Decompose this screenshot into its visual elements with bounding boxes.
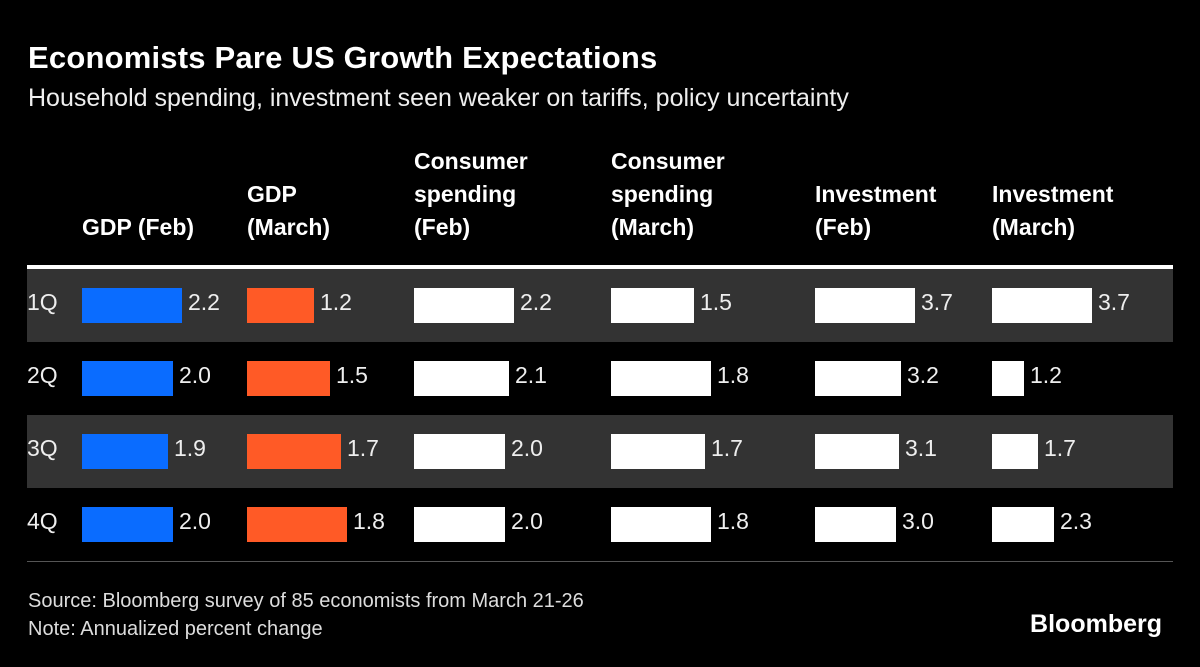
column-header-line: (March) <box>247 214 331 240</box>
data-label: 1.7 <box>1044 435 1076 461</box>
data-label: 3.2 <box>907 362 939 388</box>
row-label: 2Q <box>27 362 58 388</box>
footer-divider <box>27 561 1173 562</box>
bar <box>815 288 915 323</box>
column-header-line: (Feb) <box>414 214 471 240</box>
data-label: 1.5 <box>700 289 732 315</box>
bar <box>414 361 509 396</box>
column-header-line: (March) <box>611 214 695 240</box>
bar <box>414 434 505 469</box>
column-header: Investment (March) <box>992 0 1162 244</box>
column-header-line: GDP (Feb) <box>82 214 195 240</box>
data-label: 3.1 <box>905 435 937 461</box>
row-label: 4Q <box>27 508 58 534</box>
bar <box>992 288 1092 323</box>
bar <box>82 288 182 323</box>
table-row: 2Q 2.0 1.5 2.1 1.8 3.2 1.2 <box>27 342 1173 415</box>
data-label: 2.0 <box>179 508 211 534</box>
column-header-line: Consumer <box>611 148 725 174</box>
bar <box>611 507 711 542</box>
table-row: 1Q 2.2 1.2 2.2 1.5 3.7 3.7 <box>27 269 1173 342</box>
data-label: 2.1 <box>515 362 547 388</box>
column-header-line: spending <box>611 181 714 207</box>
chart-title: Economists Pare US Growth Expectations <box>28 40 658 75</box>
table-row: 4Q 2.0 1.8 2.0 1.8 3.0 2.3 <box>27 488 1173 561</box>
bar <box>414 507 505 542</box>
data-label: 1.2 <box>320 289 352 315</box>
bar <box>815 507 896 542</box>
column-header-line: spending <box>414 181 517 207</box>
column-header-line: GDP <box>247 181 297 207</box>
bar <box>247 434 341 469</box>
data-label: 1.5 <box>336 362 368 388</box>
chart-subtitle: Household spending, investment seen weak… <box>28 84 849 112</box>
bar <box>82 434 168 469</box>
data-label: 1.8 <box>717 508 749 534</box>
header-divider <box>27 265 1173 269</box>
bar <box>992 361 1024 396</box>
source-note: Source: Bloomberg survey of 85 economist… <box>28 590 584 612</box>
bar <box>992 434 1038 469</box>
row-label: 1Q <box>27 289 58 315</box>
data-label: 1.2 <box>1030 362 1062 388</box>
bar <box>992 507 1054 542</box>
bar <box>414 288 514 323</box>
bar <box>247 361 330 396</box>
data-label: 3.0 <box>902 508 934 534</box>
data-label: 1.8 <box>717 362 749 388</box>
data-label: 1.9 <box>174 435 206 461</box>
note: Note: Annualized percent change <box>28 618 323 640</box>
data-label: 2.0 <box>511 435 543 461</box>
column-header-line: Investment <box>992 181 1114 207</box>
bar <box>815 434 899 469</box>
column-header-line: (Feb) <box>815 214 872 240</box>
data-label: 3.7 <box>1098 289 1130 315</box>
bar <box>611 434 705 469</box>
column-header: Consumer spending (Feb) <box>414 0 584 244</box>
data-label: 1.8 <box>353 508 385 534</box>
column-header: GDP (March) <box>247 0 417 244</box>
data-label: 2.2 <box>520 289 552 315</box>
column-header-line: Consumer <box>414 148 528 174</box>
bar <box>815 361 901 396</box>
data-label: 2.0 <box>179 362 211 388</box>
table-row: 3Q 1.9 1.7 2.0 1.7 3.1 1.7 <box>27 415 1173 488</box>
bar <box>247 507 347 542</box>
bar <box>247 288 314 323</box>
column-header: Consumer spending (March) <box>611 0 781 244</box>
bar <box>611 361 711 396</box>
data-label: 2.2 <box>188 289 220 315</box>
data-label: 1.7 <box>347 435 379 461</box>
bar <box>82 507 173 542</box>
column-header-line: (March) <box>992 214 1076 240</box>
row-label: 3Q <box>27 435 58 461</box>
data-label: 3.7 <box>921 289 953 315</box>
data-label: 2.3 <box>1060 508 1092 534</box>
bar <box>611 288 694 323</box>
data-label: 1.7 <box>711 435 743 461</box>
bloomberg-logo: Bloomberg <box>1030 610 1162 638</box>
bar <box>82 361 173 396</box>
column-header: Investment (Feb) <box>815 0 985 244</box>
table-body: 1Q 2.2 1.2 2.2 1.5 3.7 3.7 2Q 2.0 1.5 2.1 1.8 3.2 1.2… <box>27 269 1173 561</box>
data-label: 2.0 <box>511 508 543 534</box>
column-header-line: Investment <box>815 181 937 207</box>
column-header: GDP (Feb) <box>82 0 252 244</box>
